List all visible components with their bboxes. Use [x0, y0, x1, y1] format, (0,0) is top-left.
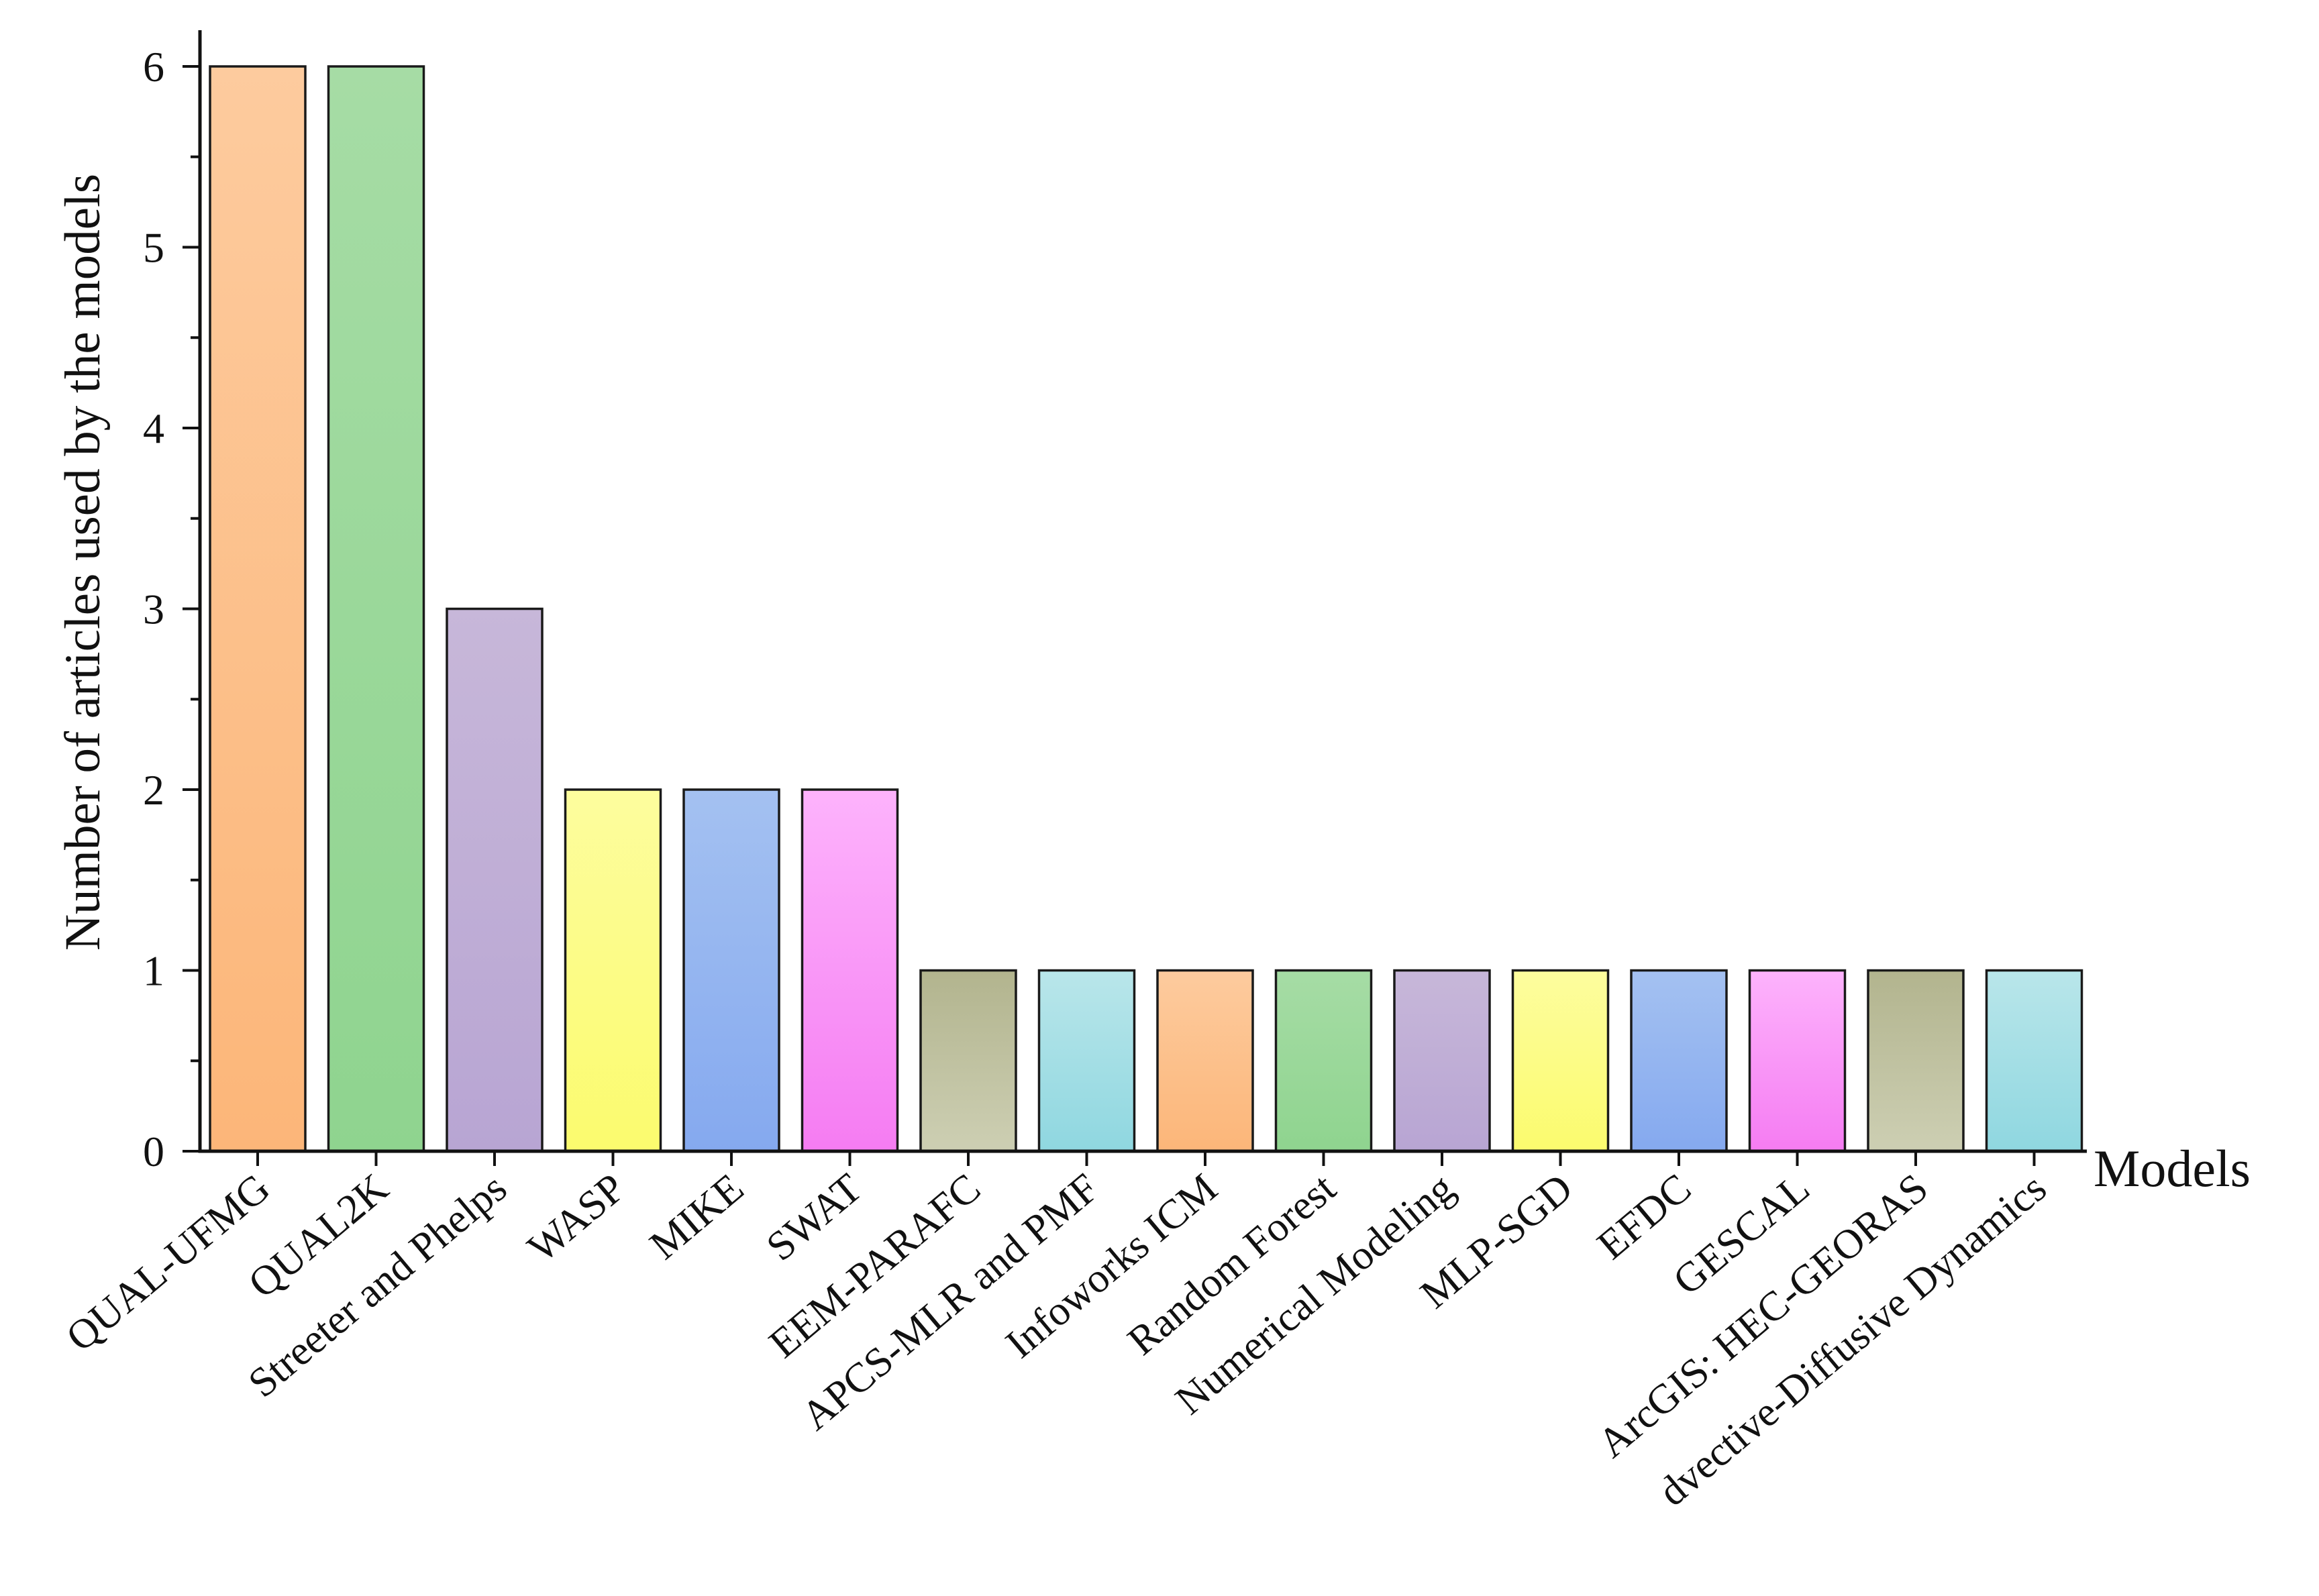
bar — [1511, 969, 1610, 1153]
bar — [1867, 969, 1965, 1153]
bar — [919, 969, 1017, 1153]
bar — [1156, 969, 1254, 1153]
bar — [1037, 969, 1136, 1153]
x-axis-title: Models — [2094, 1139, 2251, 1198]
bar — [446, 607, 544, 1153]
bar — [682, 788, 780, 1153]
y-tick-label: 2 — [143, 766, 164, 814]
y-tick-label: 1 — [143, 947, 164, 995]
y-axis-title: Number of articles used by the models — [55, 174, 111, 951]
bar — [1393, 969, 1491, 1153]
axis-lines — [198, 30, 2087, 1153]
y-tick-label: 3 — [143, 586, 164, 633]
bar — [564, 788, 662, 1153]
bars — [209, 65, 2083, 1153]
y-axis-ticks: 0 1 2 3 4 5 6 — [143, 43, 2036, 1175]
y-tick-label: 0 — [143, 1128, 164, 1175]
x-tick-label: QUAL-UFMG — [58, 1165, 278, 1361]
bar — [1985, 969, 2083, 1153]
y-tick-label: 6 — [143, 43, 164, 91]
x-tick-label: EFDC — [1589, 1165, 1700, 1269]
x-tick-label: MIKE — [641, 1165, 752, 1269]
x-tick-label: WASP — [519, 1165, 633, 1271]
bar — [327, 65, 425, 1153]
bar — [801, 788, 899, 1153]
bar — [1748, 969, 1847, 1153]
y-tick-label: 5 — [143, 224, 164, 272]
bar — [1630, 969, 1728, 1153]
bar — [209, 65, 307, 1153]
y-tick-label: 4 — [143, 405, 164, 452]
x-tick-label: Infoworks ICM — [997, 1165, 1226, 1367]
bar — [1274, 969, 1373, 1153]
